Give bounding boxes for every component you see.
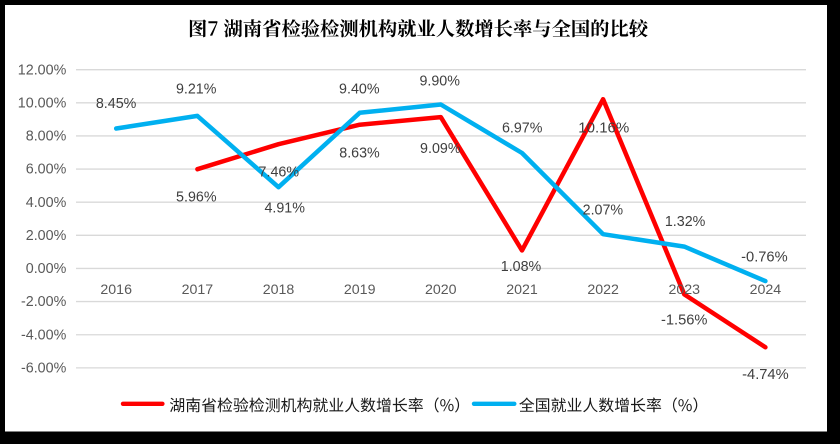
svg-text:5.96%: 5.96% (176, 188, 217, 205)
svg-text:2024: 2024 (750, 282, 782, 298)
svg-text:12.00%: 12.00% (18, 62, 67, 78)
svg-text:8.63%: 8.63% (339, 145, 380, 162)
svg-text:9.90%: 9.90% (419, 73, 460, 90)
svg-text:8.00%: 8.00% (26, 129, 67, 145)
svg-text:9.40%: 9.40% (339, 81, 380, 98)
svg-text:2018: 2018 (263, 282, 295, 298)
svg-text:4.00%: 4.00% (26, 195, 67, 211)
svg-text:2.07%: 2.07% (583, 201, 624, 218)
svg-text:2017: 2017 (182, 282, 214, 298)
svg-text:2020: 2020 (425, 282, 457, 298)
svg-text:-0.76%: -0.76% (741, 248, 788, 265)
svg-text:2023: 2023 (669, 282, 701, 298)
svg-text:-6.00%: -6.00% (21, 360, 67, 376)
svg-text:-4.00%: -4.00% (21, 327, 67, 343)
svg-text:-2.00%: -2.00% (21, 294, 67, 310)
svg-text:0.00%: 0.00% (26, 261, 67, 277)
svg-text:2022: 2022 (587, 282, 619, 298)
svg-text:1.32%: 1.32% (665, 213, 706, 230)
svg-text:6.00%: 6.00% (26, 162, 67, 178)
svg-text:10.00%: 10.00% (18, 95, 67, 111)
svg-text:6.97%: 6.97% (502, 119, 543, 136)
svg-text:8.45%: 8.45% (96, 95, 137, 112)
svg-text:9.21%: 9.21% (176, 81, 217, 98)
svg-text:1.08%: 1.08% (501, 258, 542, 275)
svg-text:7.46%: 7.46% (259, 163, 300, 180)
svg-text:-1.56%: -1.56% (661, 312, 708, 329)
svg-text:4.91%: 4.91% (264, 199, 305, 216)
svg-text:-4.74%: -4.74% (742, 366, 789, 383)
svg-text:9.09%: 9.09% (420, 140, 461, 157)
svg-text:2019: 2019 (344, 282, 376, 298)
svg-text:2016: 2016 (100, 282, 132, 298)
svg-text:10.16%: 10.16% (578, 119, 629, 136)
svg-text:2.00%: 2.00% (26, 228, 67, 244)
svg-text:2021: 2021 (506, 282, 538, 298)
